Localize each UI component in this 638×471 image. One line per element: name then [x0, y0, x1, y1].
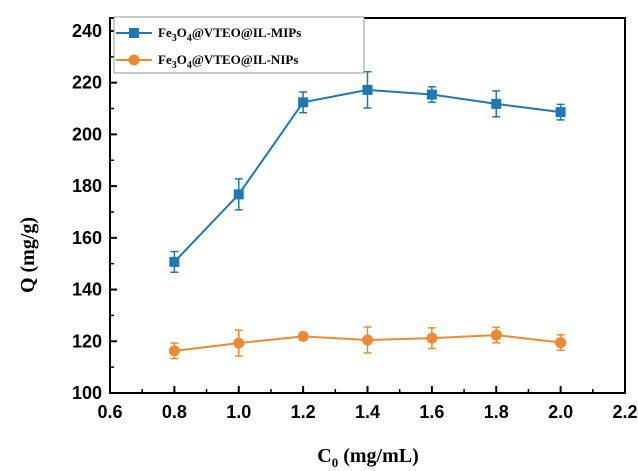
data-point [169, 256, 180, 267]
legend-label-part: O [177, 25, 187, 40]
y-tick-label: 120 [72, 331, 102, 351]
x-tick-label: 1.2 [291, 402, 316, 422]
x-tick-label: 1.0 [226, 402, 251, 422]
legend-label-part: O [177, 52, 187, 67]
data-point [555, 107, 566, 118]
data-point [491, 98, 502, 109]
x-tick-label: 2.0 [548, 402, 573, 422]
x-tick-label: 1.8 [484, 402, 509, 422]
x-tick-label: 0.6 [97, 402, 122, 422]
y-tick-label: 240 [72, 21, 102, 41]
data-point [426, 89, 437, 100]
ticks: 0.6 0.8 1.0 1.2 1.4 1.6 1.8 2.0 2.2 100 120 140 160 1… [72, 21, 638, 422]
series-2 [168, 326, 567, 360]
x-tick-label: 1.4 [355, 402, 380, 422]
legend-marker [128, 54, 140, 66]
data-point [426, 332, 438, 344]
y-tick-label: 180 [72, 176, 102, 196]
x-axis-title-unit: (mg/mL) [338, 445, 419, 467]
series-group [168, 71, 567, 360]
legend-label-part: @VTEO@IL-NIPs [192, 52, 299, 67]
data-point [297, 330, 309, 342]
data-point [233, 337, 245, 349]
series-1 [169, 71, 566, 273]
legend-label-subscript: 3 [172, 60, 177, 71]
data-point [233, 189, 244, 200]
y-tick-label: 160 [72, 228, 102, 248]
y-tick-label: 220 [72, 73, 102, 93]
legend-label: Fe3O4@VTEO@IL-NIPs [158, 52, 298, 71]
data-point [298, 97, 309, 108]
y-tick-label: 140 [72, 280, 102, 300]
data-point [362, 84, 373, 95]
series-line [173, 88, 561, 263]
y-axis-title: Q (mg/g) [17, 217, 39, 293]
legend-box [113, 16, 365, 74]
y-tick-label: 200 [72, 124, 102, 144]
legend-label-subscript: 4 [187, 60, 192, 71]
data-point [168, 345, 180, 357]
x-tick-label: 2.2 [612, 402, 637, 422]
legend-label-subscript: 3 [172, 33, 177, 44]
legend-entry-1: Fe3O4@VTEO@IL-MIPs [116, 25, 301, 44]
y-tick-label: 100 [72, 383, 102, 403]
x-tick-label: 1.6 [419, 402, 444, 422]
x-axis-title: C0 (mg/mL) [317, 445, 419, 470]
data-point [490, 329, 502, 341]
legend-label-part: Fe [158, 52, 172, 67]
x-tick-label: 0.8 [162, 402, 187, 422]
legend-entry-2: Fe3O4@VTEO@IL-NIPs [116, 52, 298, 71]
legend-label-part: Fe [158, 25, 172, 40]
data-point [555, 337, 567, 349]
legend-label: Fe3O4@VTEO@IL-MIPs [158, 25, 301, 44]
legend-label-subscript: 4 [187, 33, 192, 44]
legend-marker [129, 28, 139, 38]
x-axis-title-main: C [317, 445, 331, 467]
legend-label-part: @VTEO@IL-MIPs [192, 25, 301, 40]
x-axis-title-subscript: 0 [332, 455, 339, 470]
data-point [362, 334, 373, 346]
